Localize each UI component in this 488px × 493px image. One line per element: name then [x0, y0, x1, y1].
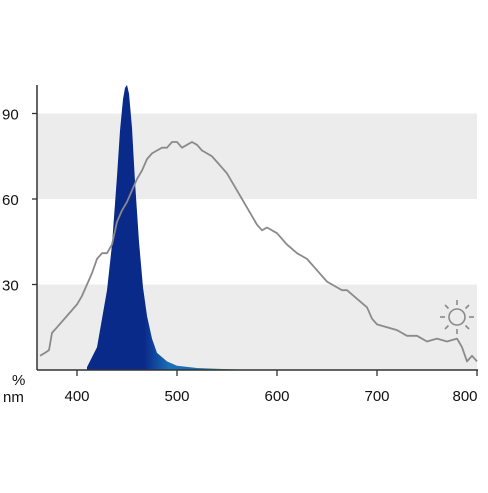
x-axis-label: nm: [3, 389, 24, 406]
shaded-band-1: [37, 113, 477, 199]
x-tick-label-800: 800: [452, 388, 477, 405]
sunlight-curve: [39, 141, 478, 363]
series-layer: [39, 85, 478, 370]
x-tick-label-500: 500: [164, 388, 189, 405]
sun-icon: [440, 300, 474, 334]
x-tick-label-400: 400: [64, 388, 89, 405]
y-tick-label-60: 60: [2, 192, 19, 209]
x-tick-label-600: 600: [264, 388, 289, 405]
y-tick-label-30: 30: [2, 278, 19, 295]
x-tick-label-700: 700: [364, 388, 389, 405]
spectrum-peak-area: [87, 85, 257, 370]
axes: [32, 85, 478, 376]
y-tick-label-90: 90: [2, 107, 19, 124]
y-axis-label: %: [12, 372, 25, 389]
tick-labels: % nm 400 500 600 700 800 30 60 90: [2, 107, 478, 407]
